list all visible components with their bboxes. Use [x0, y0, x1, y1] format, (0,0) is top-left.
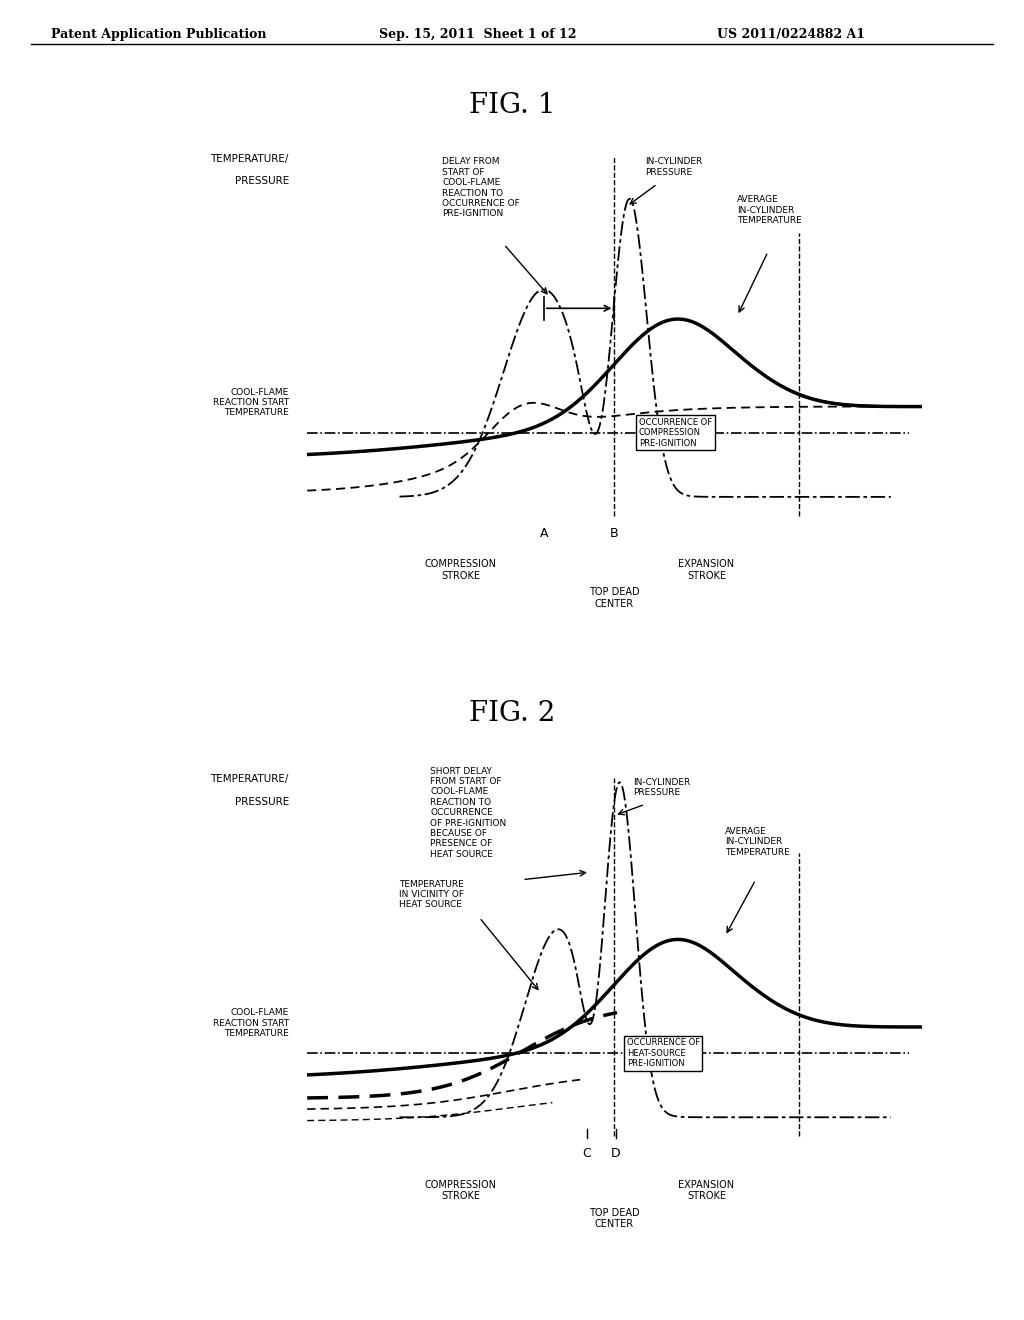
Text: A: A [540, 527, 548, 540]
Text: IN-CYLINDER
PRESSURE: IN-CYLINDER PRESSURE [633, 777, 690, 797]
Text: OCCURRENCE OF
COMPRESSION
PRE-IGNITION: OCCURRENCE OF COMPRESSION PRE-IGNITION [639, 418, 712, 447]
Text: C: C [583, 1147, 591, 1160]
Text: Sep. 15, 2011  Sheet 1 of 12: Sep. 15, 2011 Sheet 1 of 12 [379, 28, 577, 41]
Text: PRESSURE: PRESSURE [234, 177, 289, 186]
Text: COMPRESSION
STROKE: COMPRESSION STROKE [425, 560, 497, 581]
Text: TEMPERATURE
IN VICINITY OF
HEAT SOURCE: TEMPERATURE IN VICINITY OF HEAT SOURCE [399, 879, 464, 909]
Text: US 2011/0224882 A1: US 2011/0224882 A1 [717, 28, 865, 41]
Text: SHORT DELAY
FROM START OF
COOL-FLAME
REACTION TO
OCCURRENCE
OF PRE-IGNITION
BECA: SHORT DELAY FROM START OF COOL-FLAME REA… [430, 767, 506, 859]
Text: EXPANSION
STROKE: EXPANSION STROKE [679, 1180, 734, 1201]
Text: TEMPERATURE/: TEMPERATURE/ [210, 774, 289, 784]
Text: COOL-FLAME
REACTION START
TEMPERATURE: COOL-FLAME REACTION START TEMPERATURE [213, 388, 289, 417]
Text: OCCURRENCE OF
HEAT-SOURCE
PRE-IGNITION: OCCURRENCE OF HEAT-SOURCE PRE-IGNITION [627, 1039, 699, 1068]
Text: IN-CYLINDER
PRESSURE: IN-CYLINDER PRESSURE [645, 157, 702, 177]
Text: TOP DEAD
CENTER: TOP DEAD CENTER [589, 587, 640, 609]
Text: COMPRESSION
STROKE: COMPRESSION STROKE [425, 1180, 497, 1201]
Text: EXPANSION
STROKE: EXPANSION STROKE [679, 560, 734, 581]
Text: AVERAGE
IN-CYLINDER
TEMPERATURE: AVERAGE IN-CYLINDER TEMPERATURE [725, 826, 790, 857]
Text: FIG. 1: FIG. 1 [469, 92, 555, 119]
Text: DELAY FROM
START OF
COOL-FLAME
REACTION TO
OCCURRENCE OF
PRE-IGNITION: DELAY FROM START OF COOL-FLAME REACTION … [442, 157, 520, 218]
Text: B: B [610, 527, 618, 540]
Text: AVERAGE
IN-CYLINDER
TEMPERATURE: AVERAGE IN-CYLINDER TEMPERATURE [737, 195, 802, 224]
Text: COOL-FLAME
REACTION START
TEMPERATURE: COOL-FLAME REACTION START TEMPERATURE [213, 1008, 289, 1038]
FancyBboxPatch shape [553, 1200, 676, 1236]
Text: Patent Application Publication: Patent Application Publication [51, 28, 266, 41]
Text: TOP DEAD
CENTER: TOP DEAD CENTER [589, 1208, 640, 1229]
Text: TEMPERATURE/: TEMPERATURE/ [210, 153, 289, 164]
FancyBboxPatch shape [553, 579, 676, 615]
Text: PRESSURE: PRESSURE [234, 797, 289, 807]
Text: FIG. 2: FIG. 2 [469, 700, 555, 726]
Text: D: D [611, 1147, 621, 1160]
